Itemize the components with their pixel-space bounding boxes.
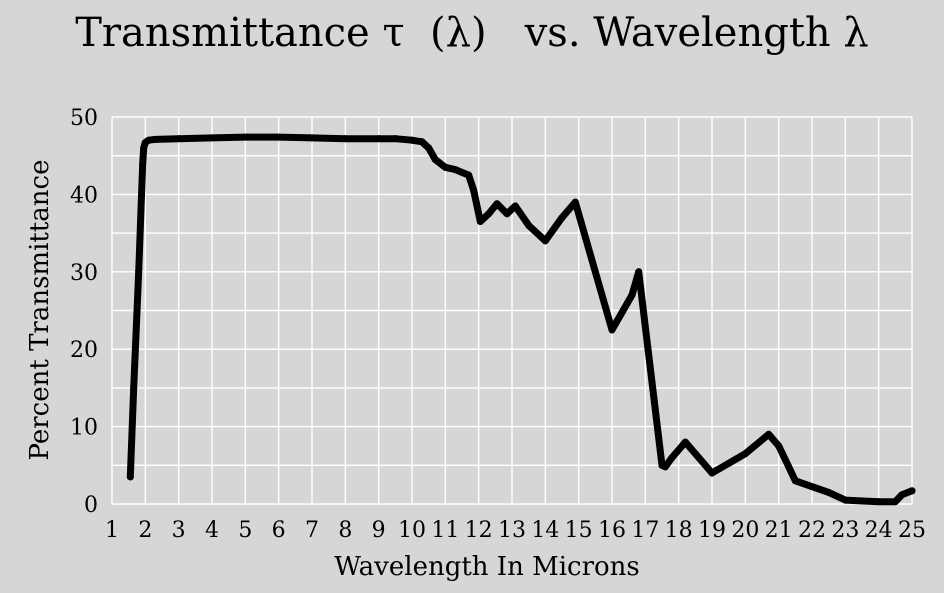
x-tick-label: 16 [598, 518, 626, 543]
data-point [668, 454, 676, 462]
data-point [511, 202, 519, 210]
data-point [341, 135, 349, 143]
data-point [275, 133, 283, 141]
data-point [681, 438, 689, 446]
data-point [241, 133, 249, 141]
x-tick-label: 19 [698, 518, 726, 543]
data-point [126, 473, 134, 481]
data-point [891, 498, 899, 506]
x-tick-label: 14 [531, 518, 559, 543]
data-point [591, 268, 599, 276]
x-tick-label: 9 [372, 518, 386, 543]
data-point [661, 463, 669, 471]
y-tick-label: 50 [70, 106, 98, 131]
data-point [139, 159, 147, 167]
data-point [418, 138, 426, 146]
data-point [775, 442, 783, 450]
chart-title: Transmittance τ (λ) vs. Wavelength λ [75, 10, 869, 56]
x-tick-label: 11 [431, 518, 459, 543]
data-point [503, 210, 511, 218]
data-point [465, 171, 473, 179]
data-point [741, 450, 749, 458]
x-tick-label: 4 [205, 518, 219, 543]
data-point [470, 187, 478, 195]
y-tick-label: 20 [70, 338, 98, 363]
x-tick-label: 1 [105, 518, 119, 543]
data-point [841, 496, 849, 504]
data-point [431, 156, 439, 164]
data-point [135, 268, 143, 276]
data-point [571, 198, 579, 206]
x-tick-label: 20 [731, 518, 759, 543]
x-tick-label: 2 [138, 518, 152, 543]
data-point [558, 214, 566, 222]
x-tick-label: 25 [898, 518, 926, 543]
data-point [875, 498, 883, 506]
series-line-0 [126, 133, 916, 506]
y-tick-label: 30 [70, 261, 98, 286]
tick-labels: 1 2 3 4 5 6 7 8 9 10 11 12 13 14 15 16 17 18 19 20 21 22 23 24 2… [70, 106, 926, 543]
data-point [825, 488, 833, 496]
data-point [628, 291, 636, 299]
data-point [140, 144, 148, 152]
x-tick-label: 10 [398, 518, 426, 543]
data-point [898, 491, 906, 499]
data-point [391, 135, 399, 143]
data-point [208, 134, 216, 142]
x-tick-label: 21 [765, 518, 793, 543]
x-tick-label: 12 [465, 518, 493, 543]
data-point [408, 136, 416, 144]
y-tick-label: 10 [70, 416, 98, 441]
data-point [145, 136, 153, 144]
x-tick-label: 22 [798, 518, 826, 543]
data-point [175, 135, 183, 143]
x-tick-label: 24 [865, 518, 893, 543]
x-tick-label: 15 [565, 518, 593, 543]
x-tick-label: 5 [238, 518, 252, 543]
y-tick-label: 0 [84, 493, 98, 518]
data-point [541, 237, 549, 245]
data-point [130, 384, 138, 392]
x-tick-label: 7 [305, 518, 319, 543]
data-point [608, 326, 616, 334]
data-point [485, 210, 493, 218]
x-tick-label: 17 [631, 518, 659, 543]
data-point [476, 217, 484, 225]
x-tick-label: 13 [498, 518, 526, 543]
data-point [441, 163, 449, 171]
data-point [425, 144, 433, 152]
y-axis-label: Percent Transmittance [25, 160, 55, 461]
grid-layer [111, 116, 913, 505]
data-point [791, 477, 799, 485]
x-axis-label: Wavelength In Microns [334, 552, 640, 582]
data-point [451, 166, 459, 174]
x-tick-label: 6 [272, 518, 286, 543]
y-tick-label: 40 [70, 183, 98, 208]
x-tick-label: 18 [665, 518, 693, 543]
x-tick-label: 8 [338, 518, 352, 543]
data-point [525, 221, 533, 229]
data-point [708, 469, 716, 477]
data-point [908, 487, 916, 495]
data-point [493, 200, 501, 208]
x-tick-label: 3 [172, 518, 186, 543]
x-tick-label: 23 [831, 518, 859, 543]
data-point [635, 268, 643, 276]
data-point [151, 135, 159, 143]
data-point [375, 135, 383, 143]
series-layer [126, 133, 916, 506]
data-point [785, 463, 793, 471]
data-point [765, 430, 773, 438]
data-point [308, 134, 316, 142]
